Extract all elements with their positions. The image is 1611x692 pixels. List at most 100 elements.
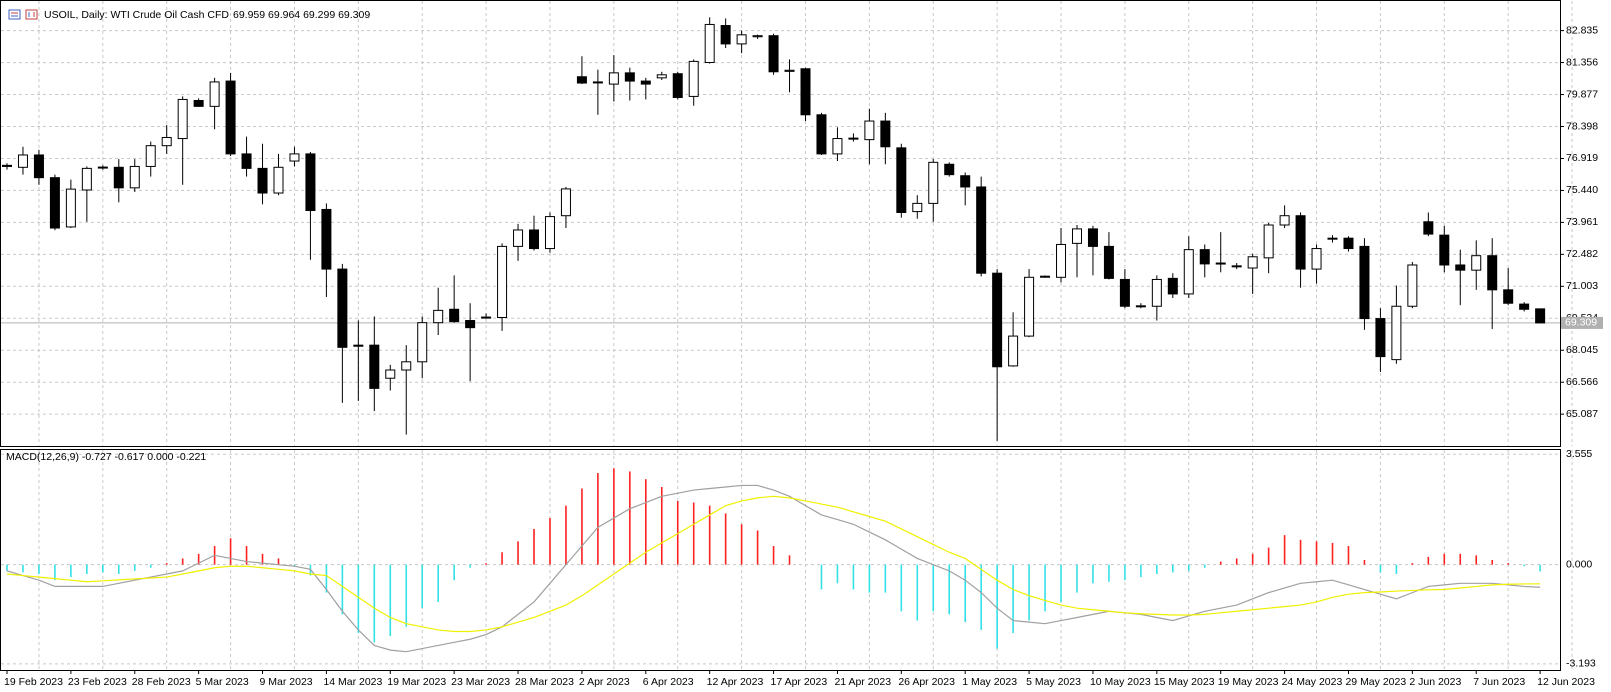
candle-body <box>864 120 875 141</box>
x-tick-label: 1 May 2023 <box>962 676 1017 688</box>
candle-body <box>624 72 635 82</box>
price-grid <box>1 1 1573 446</box>
x-tick-label: 21 Apr 2023 <box>834 676 891 688</box>
x-tick-label: 23 Mar 2023 <box>451 676 510 688</box>
candle-body <box>896 147 907 213</box>
candle-body <box>353 344 364 347</box>
candle-body <box>1423 221 1434 235</box>
x-tick-label: 9 Mar 2023 <box>260 676 313 688</box>
candle-body <box>497 245 508 318</box>
candle-body <box>209 81 220 107</box>
candle-body <box>544 216 555 250</box>
x-tick-label: 26 Apr 2023 <box>898 676 955 688</box>
candle-body <box>225 80 236 155</box>
candle-body <box>1071 228 1082 244</box>
candle-body <box>1087 228 1098 247</box>
x-tick-label: 24 May 2023 <box>1282 676 1343 688</box>
candle-body <box>1135 305 1146 308</box>
candle-body <box>1439 234 1450 266</box>
x-tick-label: 15 May 2023 <box>1154 676 1215 688</box>
candle-body <box>481 316 492 319</box>
candle-body <box>1407 264 1418 307</box>
candle-body <box>832 138 843 155</box>
candle-body <box>385 369 396 379</box>
y-tick-label: 65.087 <box>1566 408 1598 420</box>
x-tick-label: 2 Jun 2023 <box>1409 676 1461 688</box>
candle-body <box>449 308 460 323</box>
chart-title: USOIL, Daily: WTI Crude Oil Cash CFD <box>44 9 229 21</box>
candle-body <box>1183 249 1194 295</box>
indicator-title: MACD(12,26,9) -0.727 -0.617 0.000 -0.221 <box>6 451 206 463</box>
candle-body <box>640 80 651 85</box>
candle-body <box>560 188 571 217</box>
candle-body <box>784 69 795 72</box>
x-tick-label: 19 Feb 2023 <box>4 676 63 688</box>
y-tick-label: 68.045 <box>1566 344 1598 356</box>
candle-body <box>672 73 683 98</box>
candle-body <box>1231 265 1242 268</box>
candle-body <box>305 153 316 212</box>
macd-panel-frame <box>0 449 1561 671</box>
candle-body <box>17 154 28 168</box>
candle-body <box>928 161 939 204</box>
candle-body <box>81 167 92 191</box>
candle-body <box>2 164 12 167</box>
candle-body <box>1008 335 1019 367</box>
icon <box>8 9 21 20</box>
candle-body <box>880 120 891 148</box>
candle-body <box>1263 224 1274 259</box>
candle-body <box>1487 255 1498 291</box>
candle-body <box>608 72 619 85</box>
candle-body <box>1056 243 1067 278</box>
candle-body <box>592 81 603 84</box>
candle-body <box>1455 264 1466 271</box>
y-tick-label: 71.003 <box>1566 280 1598 292</box>
candle-body <box>1391 305 1402 361</box>
candle-body <box>1215 262 1226 265</box>
indicator-line <box>6 495 1541 633</box>
candle-body <box>736 34 747 45</box>
candle-body <box>257 167 268 194</box>
candle-body <box>912 202 923 213</box>
x-tick-label: 28 Feb 2023 <box>132 676 191 688</box>
candle-body <box>193 100 204 107</box>
x-tick-label: 14 Mar 2023 <box>323 676 382 688</box>
y-tick-label: 66.566 <box>1566 376 1598 388</box>
x-tick-label: 29 May 2023 <box>1345 676 1406 688</box>
y-tick-label: 72.482 <box>1566 248 1598 260</box>
y-tick-label: 73.961 <box>1566 216 1598 228</box>
x-tick-label: 19 May 2023 <box>1218 676 1279 688</box>
x-tick-label: 5 May 2023 <box>1026 676 1081 688</box>
candle-body <box>720 25 731 45</box>
y-tick-label: 82.835 <box>1566 24 1598 36</box>
candle-body <box>688 60 699 97</box>
candle-body <box>1199 249 1210 265</box>
candle-body <box>65 188 76 228</box>
y-tick-label: 0.000 <box>1566 558 1592 570</box>
y-tick-label: 81.356 <box>1566 56 1598 68</box>
x-tick-label: 12 Jun 2023 <box>1537 676 1595 688</box>
candle-body <box>97 166 108 169</box>
y-tick-label: 75.440 <box>1566 184 1598 196</box>
price-panel-frame <box>0 0 1561 447</box>
candle-body <box>513 229 524 247</box>
candle-body <box>433 309 444 324</box>
candle-body <box>752 35 763 38</box>
candle-body <box>1103 245 1114 279</box>
x-tick-label: 23 Feb 2023 <box>68 676 127 688</box>
ohlc-readout: 69.959 69.964 69.299 69.309 <box>233 9 370 21</box>
candle-body <box>1535 308 1546 324</box>
candle-body <box>1503 289 1514 304</box>
candle-body <box>161 136 172 147</box>
x-tick-label: 6 Apr 2023 <box>643 676 694 688</box>
x-tick-label: 10 May 2023 <box>1090 676 1151 688</box>
candle-body <box>976 186 987 274</box>
candle-body <box>768 35 779 73</box>
x-tick-label: 5 Mar 2023 <box>196 676 249 688</box>
candle-body <box>1040 275 1051 278</box>
candle-body <box>273 166 284 194</box>
candle-body <box>848 137 859 140</box>
candle-body <box>33 154 44 179</box>
